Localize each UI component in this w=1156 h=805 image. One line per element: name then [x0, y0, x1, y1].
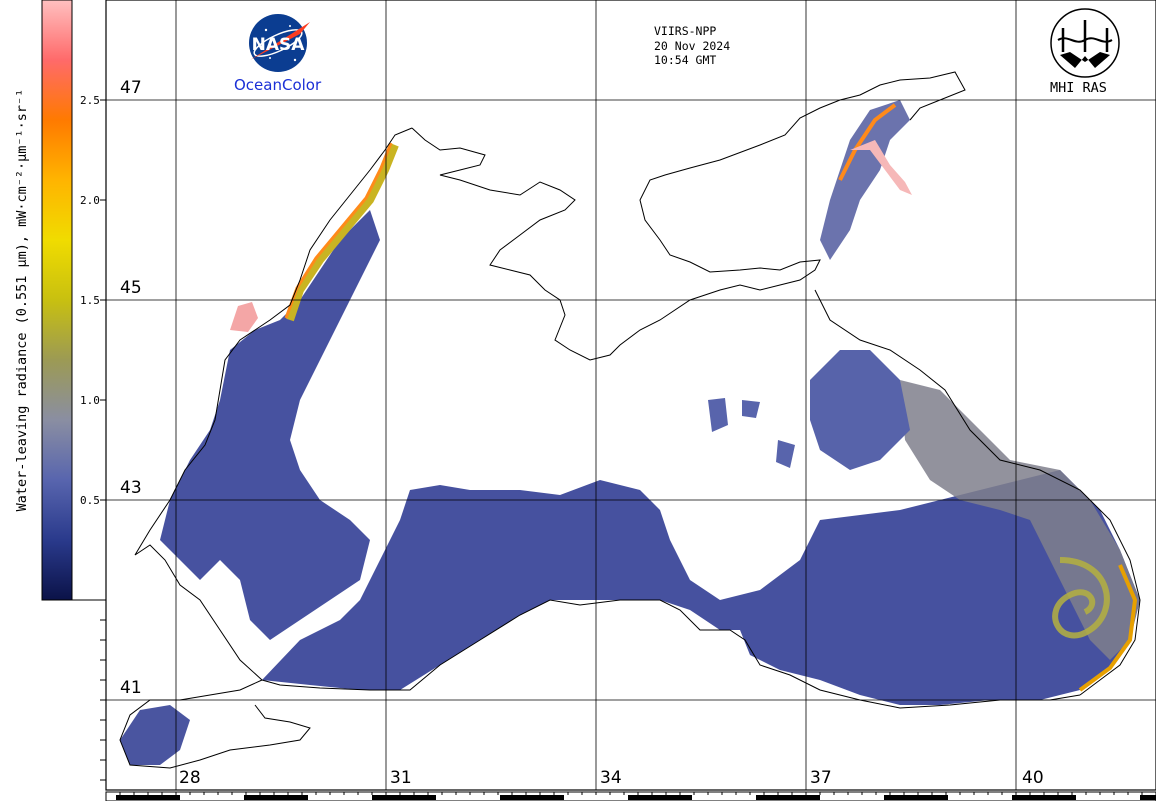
eastern-upper-patches — [810, 350, 910, 470]
colorbar-tick-2.5: 2.5 — [80, 94, 100, 107]
coastline — [119, 71, 1141, 769]
radiance-field — [120, 100, 1140, 765]
satellite-name: VIIRS-NPP — [654, 24, 717, 38]
nasa-logo-text: NASA — [252, 35, 306, 55]
lon-label-31: 31 — [390, 768, 412, 788]
scale-bar-segment — [244, 795, 308, 800]
azov-orange-rim — [838, 103, 897, 181]
scale-bar-segment — [1140, 795, 1156, 800]
mhi-ras-logo-text: MHI RAS — [1050, 80, 1107, 96]
satellite-info: VIIRS-NPP 20 Nov 2024 10:54 GMT — [654, 24, 730, 68]
nasa-meatball-icon: NASA — [249, 14, 310, 72]
lon-label-37: 37 — [810, 768, 832, 788]
marmara-radiance — [120, 705, 190, 765]
caucasus-coast-line — [814, 289, 1141, 696]
azov-sea-radiance — [820, 100, 910, 260]
colorbar — [41, 0, 107, 781]
colorbar-tick-2.0: 2.0 — [80, 194, 100, 207]
yellow-eddy — [1052, 557, 1110, 639]
western-shelf-radiance — [160, 210, 380, 640]
mhi-ras-emblem-icon — [1050, 8, 1120, 78]
bosphorus-marmara-line — [119, 679, 311, 769]
lon-label-28: 28 — [179, 768, 201, 788]
colorbar-title-text: Water-leaving radiance (0.551 µm), mW·cm… — [14, 88, 30, 512]
lat-label-47: 47 — [120, 78, 142, 98]
scale-bar-segment — [500, 795, 564, 800]
colorbar-tick-0.5: 0.5 — [80, 494, 100, 507]
acquisition-date: 20 Nov 2024 — [654, 38, 731, 53]
colorbar-tick-1.0: 1.0 — [80, 394, 100, 407]
western-coast-line — [134, 127, 413, 681]
turkey-coast-line — [261, 599, 1081, 709]
mid-sea-patches — [708, 398, 795, 468]
azov-pink-shallows — [850, 140, 912, 195]
scale-bar-segment — [884, 795, 948, 800]
scale-bar-segment — [372, 795, 436, 800]
acquisition-time: 10:54 GMT — [654, 53, 717, 67]
oceancolor-logo-text: OceanColor — [234, 76, 322, 94]
lon-label-40: 40 — [1022, 768, 1044, 788]
colorbar-gradient — [41, 0, 73, 601]
lat-label-43: 43 — [120, 478, 142, 498]
open-sea-radiance — [262, 470, 1140, 705]
scale-bar-segment — [1012, 795, 1076, 800]
scale-bar-segment — [628, 795, 692, 800]
scale-bar — [105, 791, 1156, 802]
danube-delta-pink — [230, 302, 258, 332]
lon-label-34: 34 — [600, 768, 622, 788]
scale-bar-segment — [756, 795, 820, 800]
lat-label-45: 45 — [120, 278, 142, 298]
colorbar-tick-1.5: 1.5 — [80, 294, 100, 307]
lat-label-41: 41 — [120, 678, 142, 698]
scale-bar-segment — [116, 795, 180, 800]
ukraine-coast-line — [411, 71, 966, 361]
western-coastal-yellow — [286, 143, 399, 322]
southeast-turbid-rim — [1078, 564, 1138, 692]
